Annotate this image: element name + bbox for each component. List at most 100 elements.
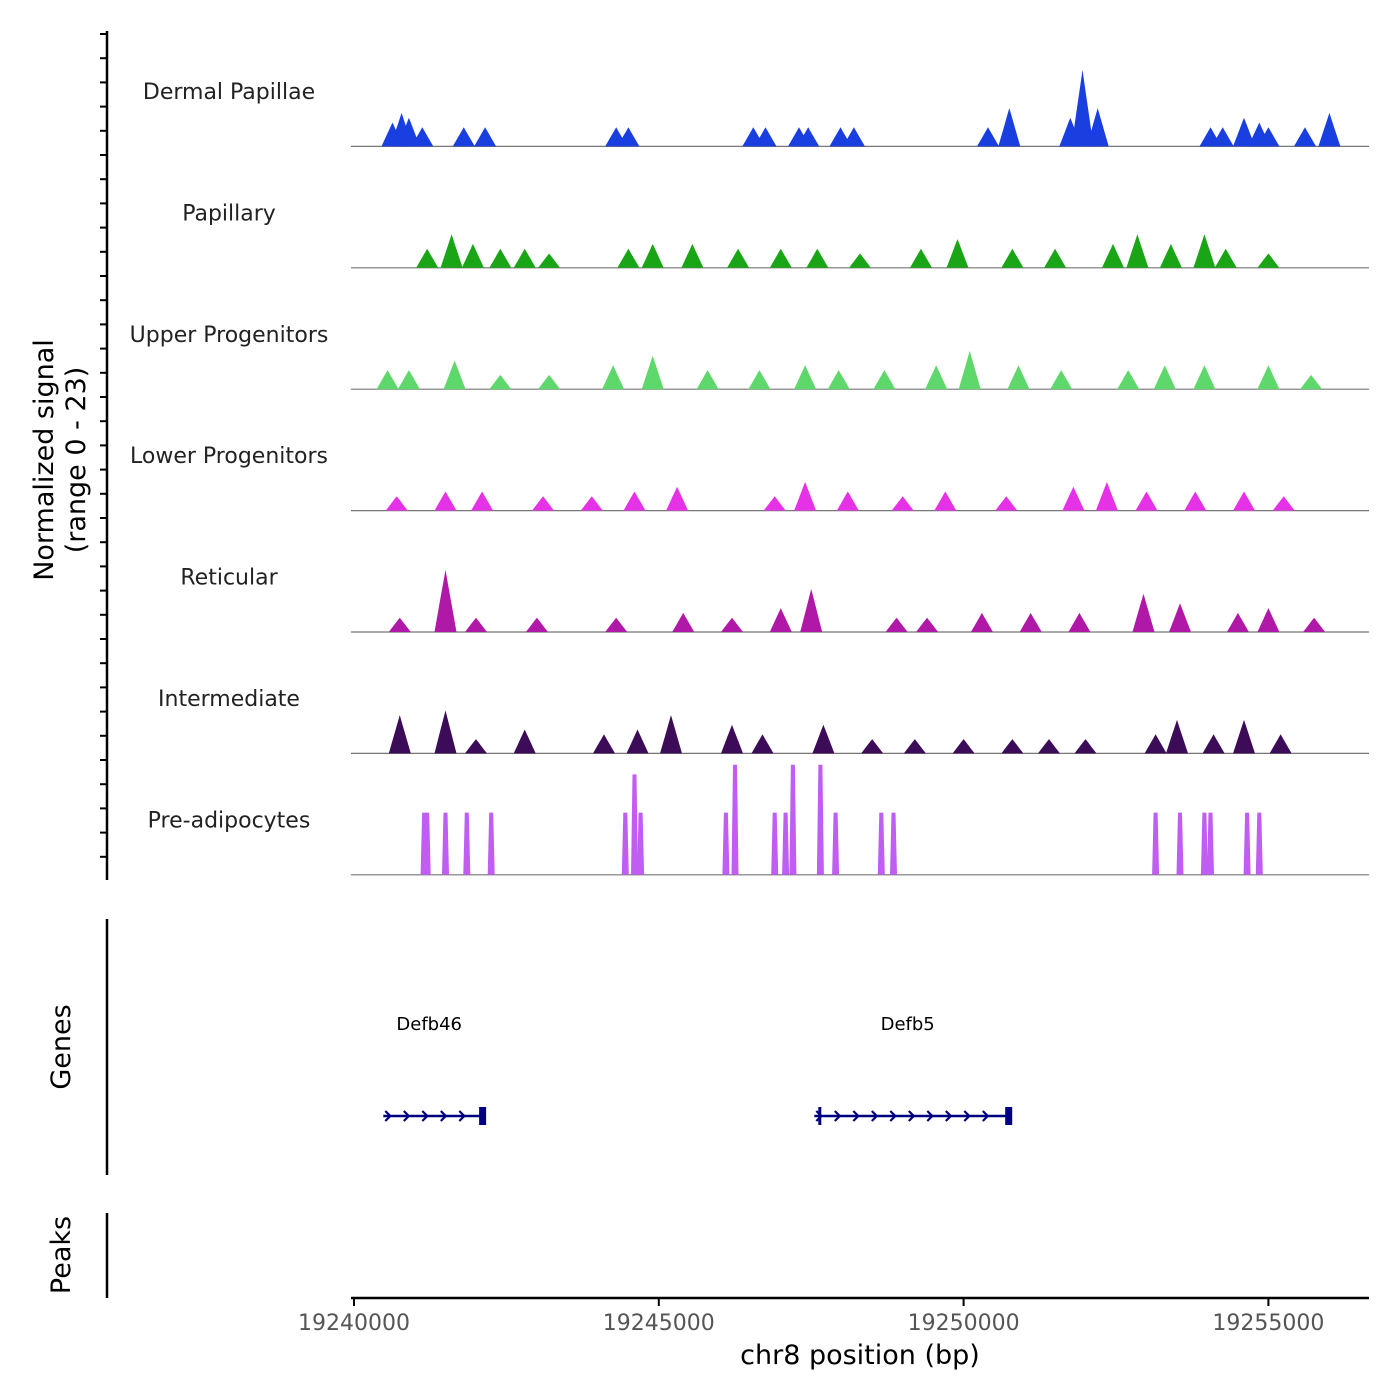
coverage-peak: [1132, 593, 1155, 632]
coverage-peak: [794, 365, 817, 390]
peaks-panel-label: Peaks: [46, 1216, 77, 1294]
strand-arrow: [384, 1110, 392, 1122]
coverage-peak: [1272, 496, 1295, 511]
track-label: Pre-adipocytes: [148, 808, 311, 833]
coverage-peak: [800, 589, 823, 632]
coverage-peak: [836, 491, 859, 511]
genes-panel-label: Genes: [46, 1004, 77, 1089]
coverage-peak: [731, 764, 739, 875]
coverage-track: Lower Progenitors: [130, 444, 1369, 512]
coverage-peak: [388, 715, 411, 754]
coverage-peak: [1226, 612, 1249, 632]
coverage-peak: [434, 491, 457, 511]
coverage-peak: [442, 812, 449, 875]
coverage-peak: [465, 617, 487, 632]
coverage-peak: [1300, 374, 1323, 390]
coverage-peak: [1153, 365, 1176, 390]
coverage-peak: [1233, 719, 1255, 754]
coverage-peak: [1071, 69, 1094, 147]
coverage-peak: [434, 569, 457, 632]
coverage-peak: [995, 496, 1018, 511]
gene: Defb46: [383, 1014, 487, 1125]
coverage-peak: [1144, 734, 1167, 754]
gene-annotations: Defb46 Defb5: [383, 1014, 1013, 1125]
x-axis-ticks: 19240000 19245000 19250000 19255000: [298, 1298, 1324, 1336]
coverage-peak: [411, 127, 434, 147]
coverage-peak: [903, 739, 926, 754]
strand-arrow: [871, 1110, 879, 1122]
coverage-peak: [489, 248, 512, 268]
coverage-peak: [1269, 734, 1292, 754]
coverage-peak: [916, 617, 939, 632]
coverage-peak: [593, 734, 615, 754]
coverage-peak: [696, 370, 719, 390]
coverage-peak: [910, 248, 932, 268]
coverage-peak: [452, 127, 475, 147]
coverage-peak: [958, 350, 981, 390]
track-label: Reticular: [180, 566, 278, 591]
coverage-peak: [660, 715, 682, 754]
coverage-peak: [631, 774, 638, 875]
coverage-peak: [465, 739, 487, 754]
coverage-peak: [1257, 608, 1280, 632]
coverage-peak: [1243, 812, 1251, 875]
coverage-peak: [727, 248, 750, 268]
coverage-peak: [970, 612, 993, 632]
coverage-peak: [637, 812, 645, 875]
gene-name: Defb46: [396, 1014, 462, 1035]
coverage-peak: [1193, 365, 1216, 390]
coverage-track: Pre-adipocytes: [148, 764, 1369, 876]
gene-name: Defb5: [881, 1014, 935, 1035]
coverage-peak: [1038, 739, 1060, 754]
coverage-peak: [376, 370, 399, 390]
coverage-peak: [827, 370, 850, 390]
coverage-peak: [925, 365, 948, 390]
coverage-peak: [769, 248, 792, 268]
coverage-peak: [806, 248, 829, 268]
coverage-peak: [1019, 612, 1042, 632]
coverage-peak: [513, 729, 536, 754]
strand-arrow: [982, 1110, 990, 1122]
coverage-peak: [998, 108, 1021, 147]
coverage-peak: [423, 812, 431, 875]
coverage-peak: [1050, 370, 1073, 390]
coverage-peak: [605, 617, 628, 632]
coverage-peak: [1257, 253, 1280, 268]
coverage-peak: [754, 127, 777, 147]
coverage-peak: [525, 617, 548, 632]
coverage-track: Dermal Papillae: [143, 69, 1369, 147]
coverage-peak: [1233, 117, 1255, 147]
coverage-peak: [794, 481, 817, 511]
coverage-peak: [1294, 127, 1316, 147]
coverage-peak: [885, 617, 908, 632]
coverage-peak: [672, 612, 695, 632]
coverage-peak: [474, 127, 497, 147]
coverage-peak: [1303, 617, 1326, 632]
coverage-peak: [538, 374, 561, 390]
strand-arrow: [945, 1110, 953, 1122]
coverage-peak: [812, 724, 835, 754]
y-axis-range-label: (range 0 - 23): [61, 367, 92, 554]
gene-exon: [479, 1107, 487, 1125]
coverage-peak: [434, 710, 457, 754]
strand-arrow: [908, 1110, 916, 1122]
strand-arrow: [852, 1110, 860, 1122]
coverage-peak: [1117, 370, 1140, 390]
coverage-peak: [1257, 127, 1280, 147]
coverage-track: Intermediate: [158, 687, 1369, 755]
coverage-peak: [1193, 234, 1216, 268]
x-axis-label: chr8 position (bp): [740, 1340, 980, 1371]
coverage-peak: [471, 491, 494, 511]
coverage-peak: [440, 234, 463, 268]
coverage-peak: [1074, 739, 1097, 754]
coverage-tracks: Dermal Papillae Papillary Upper Progenitor…: [130, 69, 1369, 876]
coverage-peak: [797, 127, 820, 147]
strand-arrow: [458, 1110, 466, 1122]
coverage-peak: [1159, 243, 1182, 268]
strand-arrow: [963, 1110, 971, 1122]
coverage-peak: [463, 812, 471, 875]
track-label: Dermal Papillae: [143, 80, 315, 105]
coverage-peak: [1207, 812, 1214, 875]
coverage-peak: [1184, 491, 1207, 511]
